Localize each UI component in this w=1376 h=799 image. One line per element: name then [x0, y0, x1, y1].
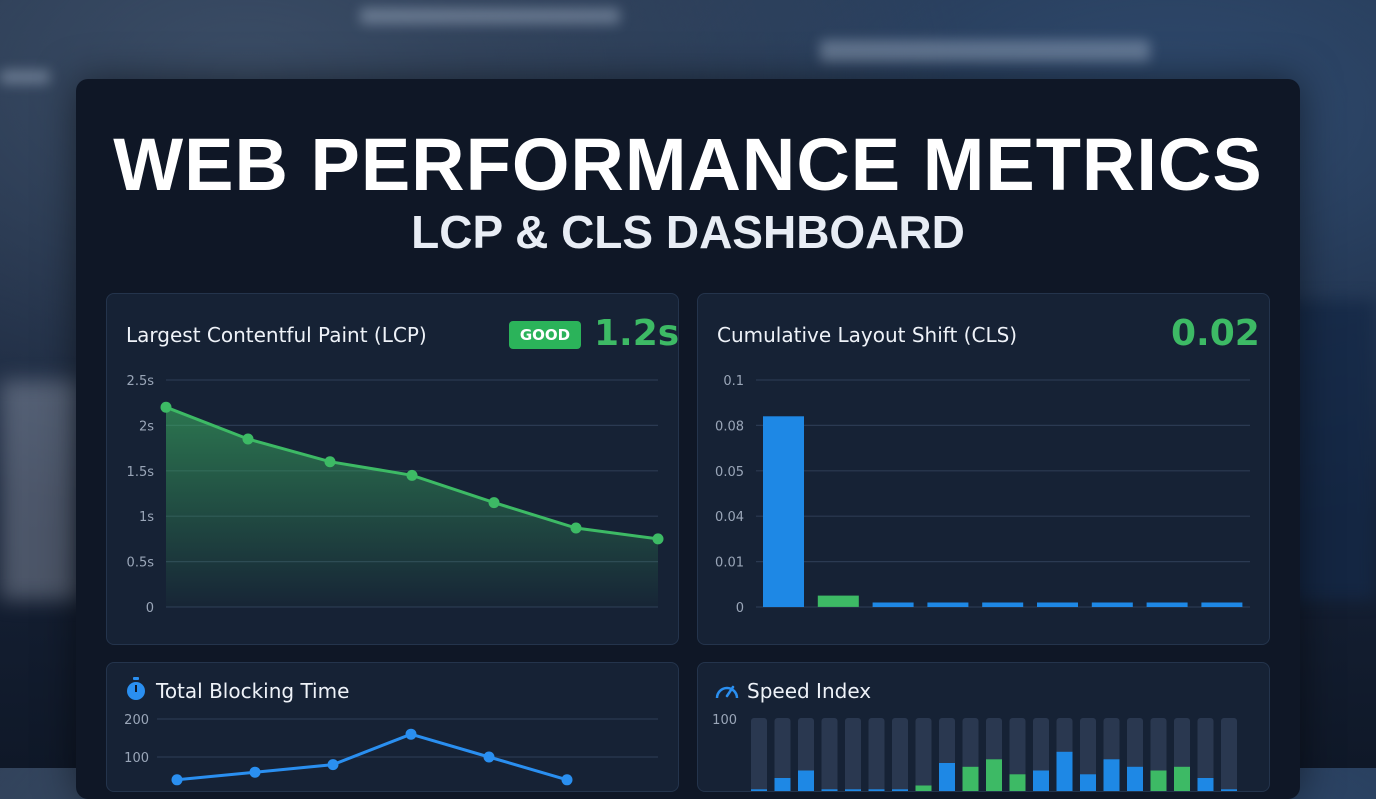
lcp-card[interactable]: Largest Contentful Paint (LCP) GOOD 1.2s… [106, 293, 679, 645]
lcp-value: 1.2s [594, 313, 679, 354]
speed-index-bar [1174, 766, 1190, 791]
lcp-point [324, 456, 336, 468]
speed-index-bar [1009, 774, 1026, 791]
speed-index-bar [1056, 751, 1073, 791]
speed-index-title: Speed Index [747, 679, 872, 703]
cls-card[interactable]: Cumulative Layout Shift (CLS) 0.02 0.1 0.… [697, 293, 1270, 645]
y-tick-label: 100 [124, 751, 149, 766]
cls-bar [872, 602, 914, 607]
lcp-point [570, 522, 582, 534]
cls-bar [1201, 602, 1243, 607]
page-subtitle: LCP & CLS DASHBOARD [411, 206, 965, 258]
speed-index-bar-track [751, 718, 767, 791]
tbt-point [327, 759, 339, 771]
ceiling-light [360, 8, 620, 24]
cls-bar [763, 416, 804, 607]
lcp-area [166, 407, 658, 607]
speed-index-bar-track [845, 718, 861, 791]
speed-index-bar [1150, 770, 1167, 791]
speed-index-bar [1197, 778, 1214, 791]
tbt-point [171, 774, 183, 786]
tbt-chart: 200 100 [124, 713, 658, 786]
y-tick-label: 1.5s [127, 465, 155, 480]
lcp-point [488, 497, 500, 509]
speed-index-bar [774, 778, 791, 791]
speed-index-bar [986, 759, 1002, 791]
tbt-point [249, 766, 261, 778]
cls-bar [1146, 602, 1188, 607]
tbt-point [561, 774, 573, 786]
speedometer-icon [715, 685, 739, 699]
speed-index-bar [751, 789, 767, 791]
speed-index-bar [962, 766, 979, 791]
y-tick-label: 0 [736, 601, 744, 616]
cls-bar [1037, 602, 1078, 607]
speed-index-bar [1080, 774, 1096, 791]
y-tick-label: 0 [146, 601, 154, 616]
cls-bar [927, 602, 969, 607]
tbt-point [483, 751, 495, 763]
speed-index-card[interactable]: Speed Index 100 [697, 662, 1270, 792]
background-desk [0, 380, 80, 600]
lcp-chart: 2.5s 2s 1.5s 1s 0.5s 0 [127, 374, 664, 616]
y-tick-label: 0.05 [715, 465, 744, 480]
stopwatch-icon [127, 677, 145, 700]
lcp-title: Largest Contentful Paint (LCP) [126, 323, 427, 347]
lcp-point [406, 469, 418, 481]
speed-index-bar [1221, 789, 1237, 791]
cls-chart: 0.1 0.08 0.05 0.04 0.01 0 [715, 374, 1250, 616]
speed-index-bar-track [821, 718, 838, 791]
speed-index-bar [1103, 759, 1120, 791]
y-tick-label: 0.04 [715, 510, 744, 525]
tbt-point [405, 728, 417, 740]
y-tick-label: 2s [139, 419, 154, 434]
y-tick-label: 1s [139, 510, 154, 525]
speed-index-bar-track [868, 718, 885, 791]
speed-index-bar [1033, 770, 1049, 791]
lcp-point [242, 433, 254, 445]
lcp-status-badge: GOOD [509, 321, 581, 349]
speed-index-bar-track [1221, 718, 1237, 791]
y-tick-label: 0.5s [127, 556, 155, 571]
tbt-card[interactable]: Total Blocking Time 200 100 [106, 662, 679, 792]
y-tick-label: 0.08 [715, 419, 744, 434]
speed-index-bar [798, 770, 814, 791]
cls-bar [817, 595, 859, 607]
speed-index-bar-track [892, 718, 908, 791]
lcp-point [652, 533, 664, 545]
speed-index-chart: 100 [712, 713, 1237, 791]
cls-bar [1091, 602, 1133, 607]
y-tick-label: 100 [712, 713, 737, 728]
lcp-point [160, 401, 172, 413]
speed-index-bar [915, 785, 932, 791]
cls-title: Cumulative Layout Shift (CLS) [717, 323, 1018, 347]
y-tick-label: 2.5s [127, 374, 155, 389]
speed-index-bar [821, 789, 838, 791]
background-chair [1286, 300, 1376, 600]
speed-index-bar [868, 789, 885, 791]
y-tick-label: 200 [124, 713, 149, 728]
tbt-title: Total Blocking Time [156, 679, 350, 703]
cls-bar [982, 602, 1024, 607]
speed-index-bar [892, 789, 908, 791]
speed-index-bar [1127, 766, 1143, 791]
ceiling-light [0, 70, 50, 84]
speed-index-bar-track [915, 718, 932, 791]
page-title: WEB PERFORMANCE METRICS [113, 123, 1263, 206]
y-tick-label: 0.01 [715, 556, 744, 571]
speed-index-bar [845, 789, 861, 791]
speed-index-bar [939, 763, 955, 791]
y-tick-label: 0.1 [723, 374, 744, 389]
cls-value: 0.02 [1171, 313, 1260, 354]
ceiling-light [820, 40, 1150, 62]
